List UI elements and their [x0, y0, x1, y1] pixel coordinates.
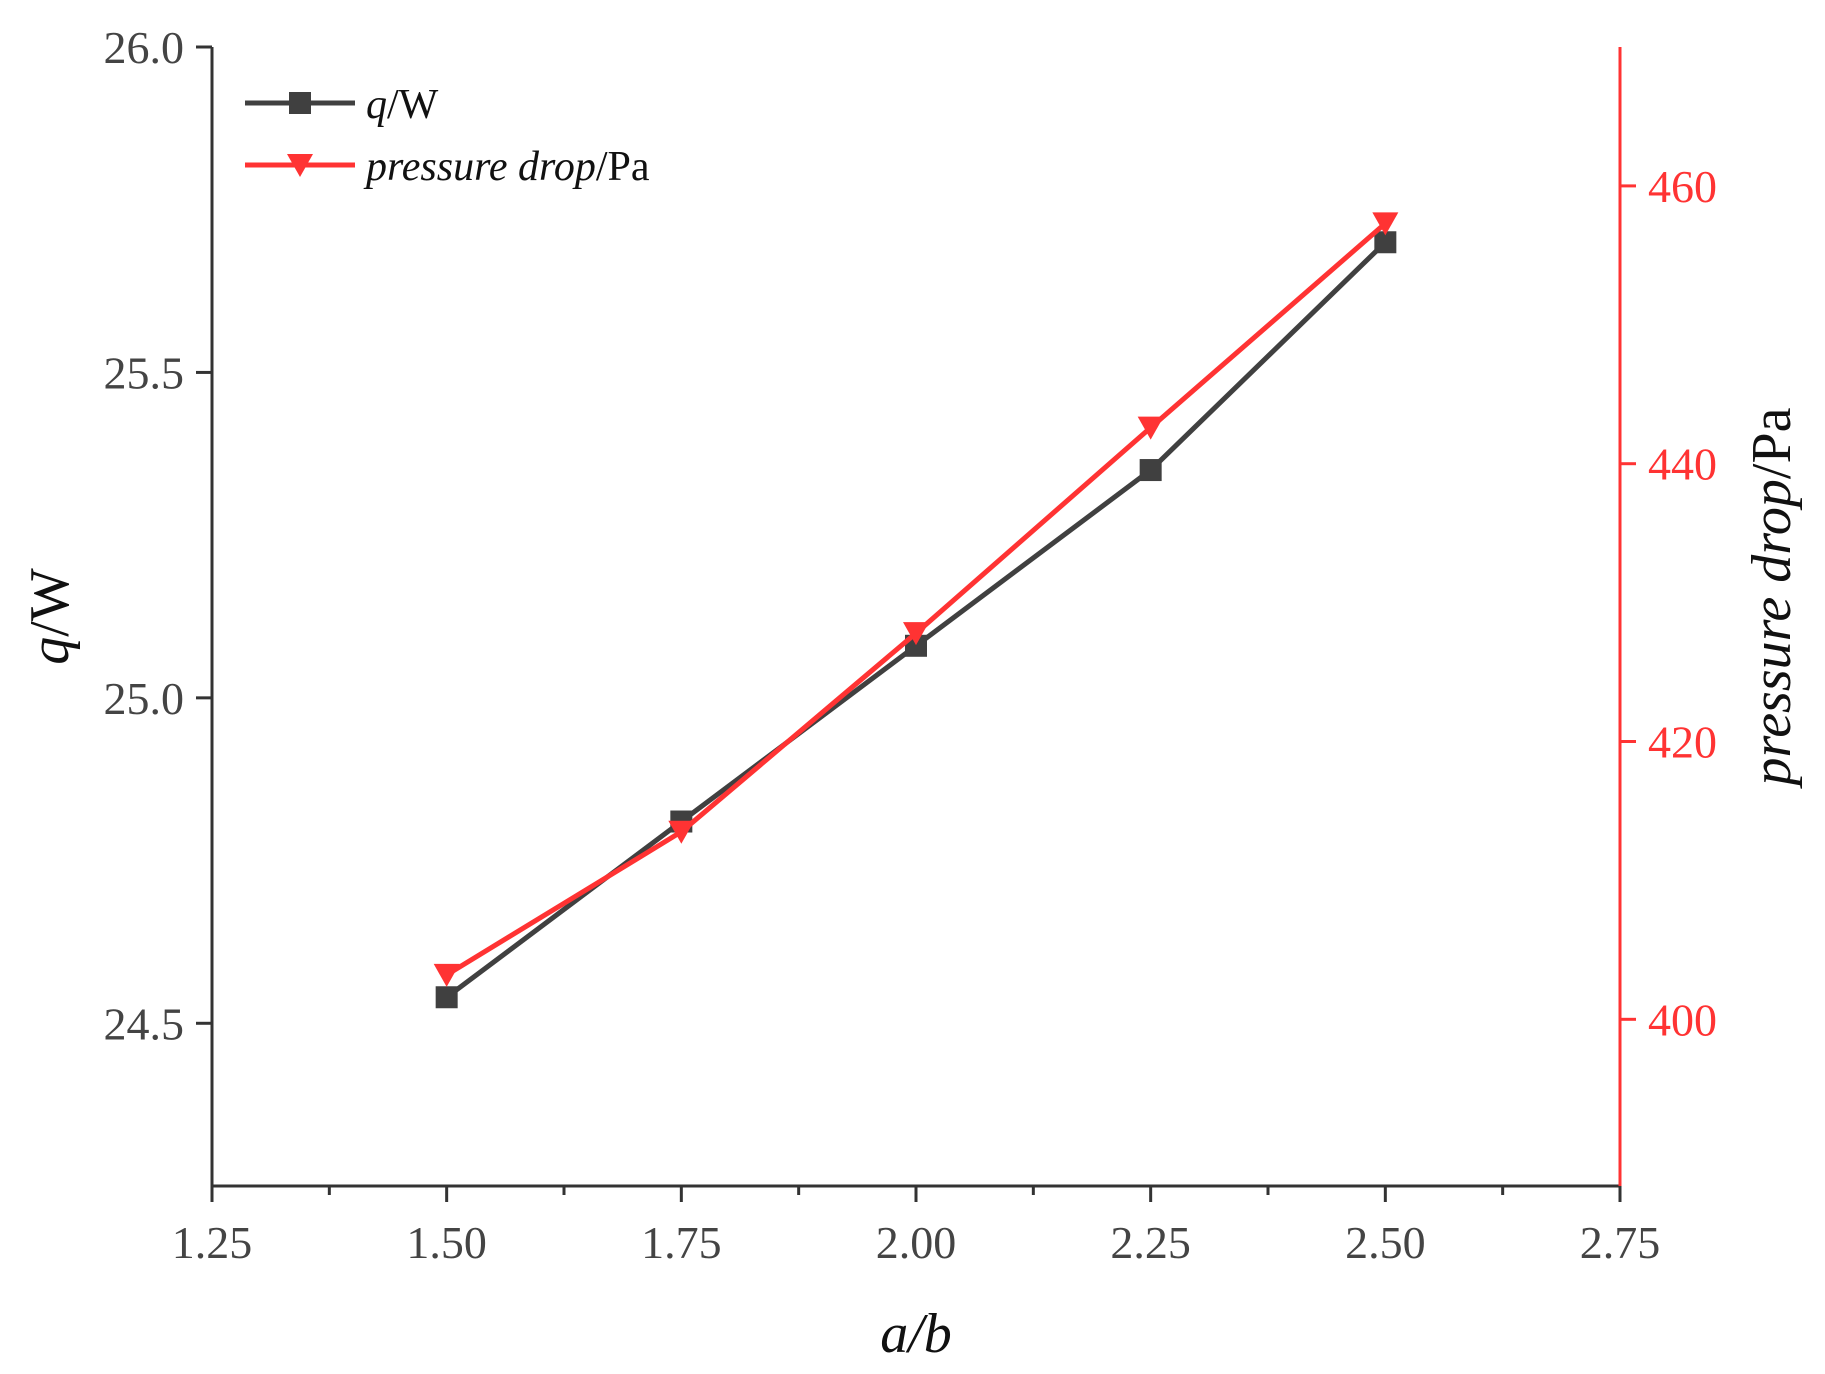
x-tick-label: 1.25	[172, 1217, 253, 1268]
series-1-point	[668, 820, 695, 844]
x-tick-label: 2.00	[876, 1217, 957, 1268]
series-0-point	[1139, 459, 1162, 482]
series-0-point	[1374, 231, 1397, 254]
legend-label-0: q/W	[366, 82, 439, 128]
legend-marker-0	[289, 92, 311, 114]
x-tick-label: 2.75	[1580, 1217, 1661, 1268]
y-left-tick-label: 25.0	[104, 673, 185, 724]
y-left-tick-label: 24.5	[104, 998, 185, 1049]
x-tick-label: 1.75	[641, 1217, 722, 1268]
y-axis-left-title: q/W	[19, 568, 81, 665]
series-line-1	[445, 221, 1387, 978]
series-1-point	[1137, 416, 1164, 440]
y-right-tick-label: 460	[1648, 161, 1717, 212]
x-tick-label: 2.25	[1110, 1217, 1191, 1268]
x-tick-label: 2.50	[1345, 1217, 1426, 1268]
series-line-0	[445, 240, 1388, 1000]
series-1-point	[433, 963, 460, 987]
legend-marker-1	[287, 154, 313, 177]
y-right-tick-label: 440	[1648, 439, 1717, 490]
y-left-tick-label: 26.0	[104, 22, 185, 73]
y-right-tick-label: 400	[1648, 994, 1717, 1045]
x-axis-title: a/b	[880, 1303, 952, 1365]
x-tick-label: 1.50	[406, 1217, 487, 1268]
y-axis-right-title: pressure drop/Pa	[1741, 407, 1803, 789]
y-right-tick-label: 420	[1648, 717, 1717, 768]
series-1-point	[1372, 212, 1399, 236]
series-0-point	[435, 986, 458, 1009]
legend: q/W pressure drop/Pa	[245, 82, 650, 190]
series-1-point	[903, 622, 929, 646]
legend-label-1: pressure drop/Pa	[363, 144, 650, 190]
y-left-tick-label: 25.5	[104, 347, 185, 398]
plot-area: 1.25 1.50 1.75 2.00 2.25 2.50 2.75 24.5 25.0 25.5…	[19, 22, 1803, 1365]
